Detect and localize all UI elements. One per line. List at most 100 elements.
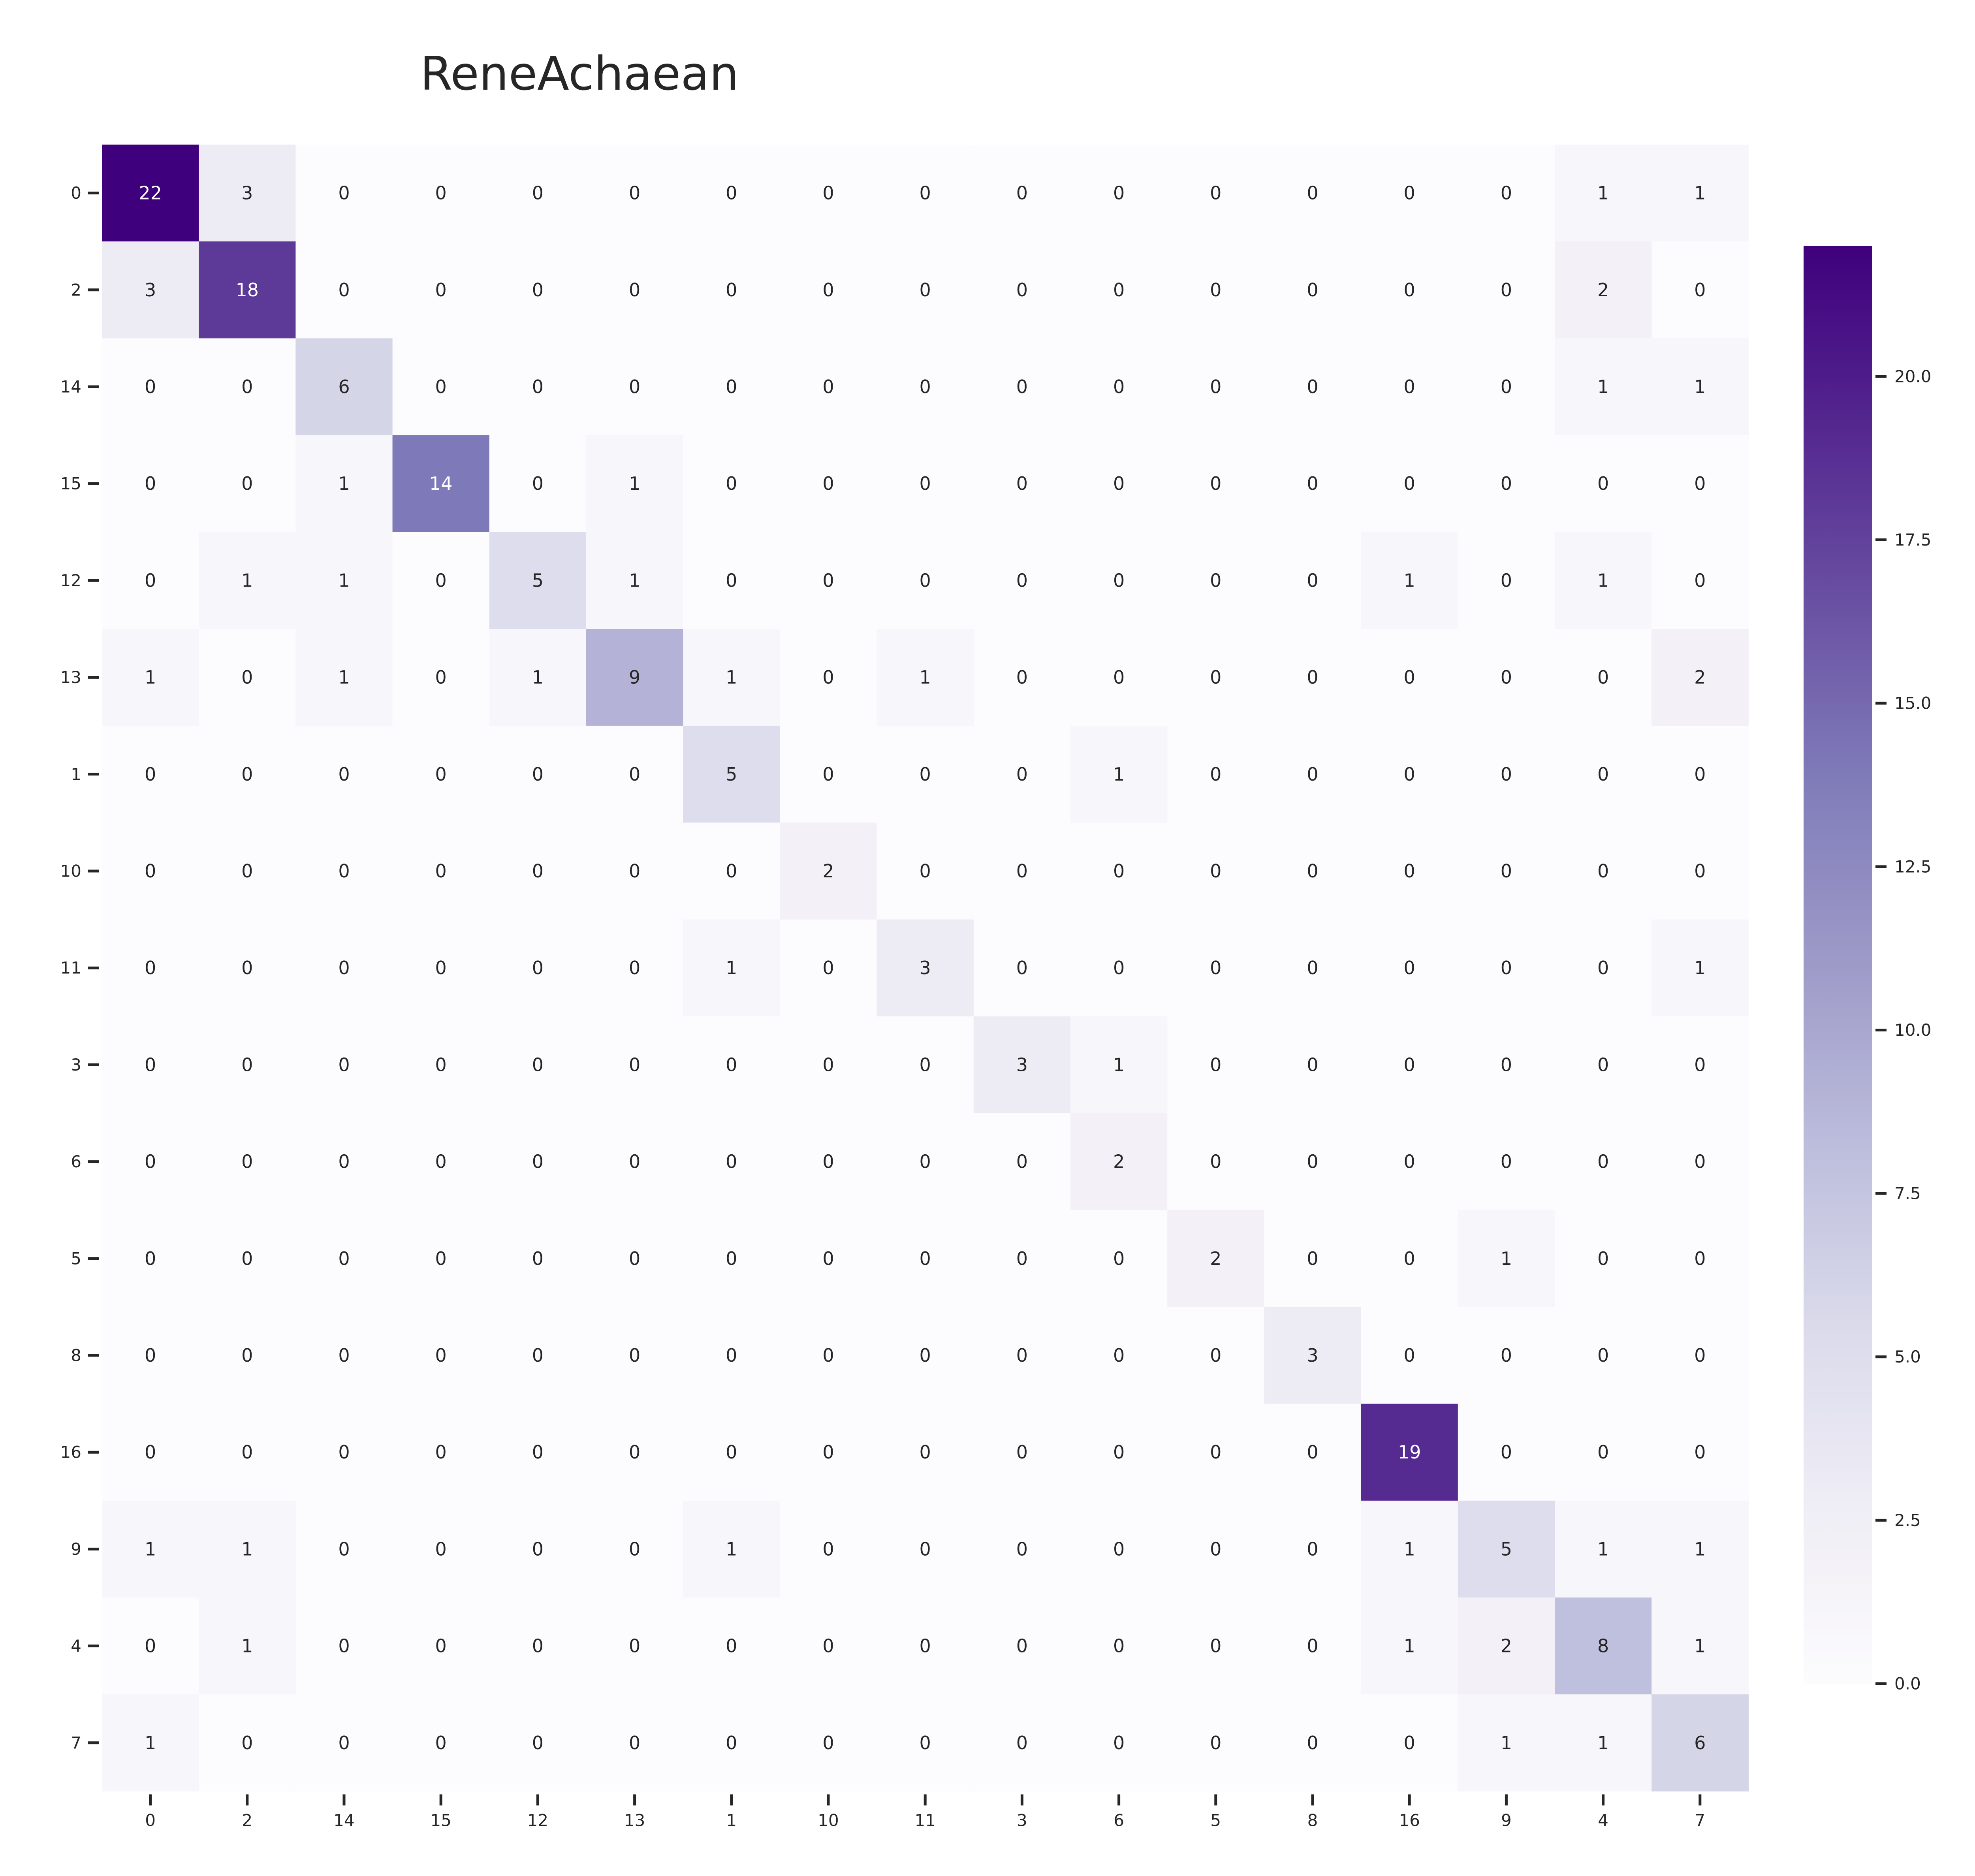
cell-value-label: 0 xyxy=(920,860,931,882)
cell-value-label: 0 xyxy=(822,1345,834,1366)
cell-value-label: 0 xyxy=(1113,279,1125,301)
heatmap-cell xyxy=(1167,629,1264,726)
cell-value-label: 0 xyxy=(629,1248,640,1269)
heatmap-cell xyxy=(780,919,877,1017)
cell-value-label: 0 xyxy=(1307,1054,1318,1075)
cell-value-label: 0 xyxy=(435,1635,447,1657)
cell-value-label: 0 xyxy=(532,1635,544,1657)
cell-value-label: 2 xyxy=(1210,1248,1221,1269)
heatmap-cell xyxy=(489,338,587,436)
heatmap-cell xyxy=(1070,338,1168,436)
cell-value-label: 0 xyxy=(338,1248,350,1269)
heatmap-cell xyxy=(1070,1113,1168,1210)
heatmap-cell xyxy=(1264,1500,1362,1598)
heatmap-cell xyxy=(780,822,877,920)
cell-value-label: 0 xyxy=(1210,183,1221,204)
colorbar-tick-label: 15.0 xyxy=(1894,694,1932,713)
cell-value-label: 0 xyxy=(1307,860,1318,882)
heatmap-cell xyxy=(1555,1694,1652,1791)
heatmap-cell xyxy=(973,1694,1071,1791)
heatmap-cell xyxy=(392,629,490,726)
cell-value-label: 0 xyxy=(1210,570,1221,591)
cell-value-label: 3 xyxy=(241,183,253,204)
heatmap-cell xyxy=(489,1598,587,1695)
cell-value-label: 0 xyxy=(1016,860,1028,882)
cell-value-label: 0 xyxy=(629,279,640,301)
cell-value-label: 1 xyxy=(1597,183,1609,204)
cell-value-label: 1 xyxy=(629,570,640,591)
heatmap-cell xyxy=(1555,435,1652,533)
heatmap-cell xyxy=(877,241,974,339)
heatmap-cell xyxy=(683,1694,780,1791)
y-tick-label: 14 xyxy=(60,377,81,397)
heatmap-cell xyxy=(973,145,1071,242)
heatmap-cell xyxy=(1361,338,1458,436)
cell-value-label: 0 xyxy=(822,1248,834,1269)
heatmap-cell xyxy=(1167,726,1264,823)
heatmap-cell xyxy=(199,241,296,339)
cell-value-label: 0 xyxy=(241,1345,253,1366)
cell-value-label: 0 xyxy=(532,1732,544,1754)
heatmap-cell xyxy=(199,1307,296,1404)
cell-value-label: 0 xyxy=(241,860,253,882)
cell-value-label: 0 xyxy=(1016,1248,1028,1269)
cell-value-label: 2 xyxy=(1501,1635,1512,1657)
heatmap-cell xyxy=(586,1404,683,1501)
cell-value-label: 0 xyxy=(1016,570,1028,591)
cell-value-label: 0 xyxy=(435,1345,447,1366)
cell-value-label: 1 xyxy=(1501,1732,1512,1754)
cell-value-label: 1 xyxy=(145,1732,156,1754)
heatmap-cell xyxy=(199,338,296,436)
cell-value-label: 0 xyxy=(1016,667,1028,688)
cell-value-label: 0 xyxy=(145,860,156,882)
cell-value-label: 0 xyxy=(532,1054,544,1075)
heatmap-cell xyxy=(1651,241,1749,339)
cell-value-label: 0 xyxy=(920,1345,931,1366)
heatmap-cell xyxy=(1070,1598,1168,1695)
cell-value-label: 0 xyxy=(1113,1441,1125,1463)
cell-value-label: 0 xyxy=(1501,764,1512,785)
cell-value-label: 0 xyxy=(1404,957,1415,978)
heatmap-cell xyxy=(392,1016,490,1114)
y-tick-label: 11 xyxy=(60,958,81,978)
cell-value-label: 0 xyxy=(1694,1248,1706,1269)
heatmap-cell xyxy=(489,1500,587,1598)
cell-value-label: 0 xyxy=(822,376,834,397)
cell-value-label: 0 xyxy=(1597,1054,1609,1075)
cell-value-label: 1 xyxy=(1597,376,1609,397)
heatmap-cell xyxy=(1361,822,1458,920)
cell-value-label: 0 xyxy=(1113,1538,1125,1560)
cell-value-label: 0 xyxy=(338,1538,350,1560)
cell-value-label: 1 xyxy=(338,667,350,688)
heatmap-cell xyxy=(1167,1694,1264,1791)
cell-value-label: 0 xyxy=(1307,570,1318,591)
cell-value-label: 0 xyxy=(1016,1151,1028,1172)
cell-value-label: 0 xyxy=(145,957,156,978)
y-tick-label: 1 xyxy=(71,764,81,784)
heatmap-cell xyxy=(1167,1307,1264,1404)
heatmap-cell xyxy=(199,435,296,533)
cell-value-label: 0 xyxy=(1404,1151,1415,1172)
heatmap-cell xyxy=(586,435,683,533)
y-tick-label: 7 xyxy=(71,1733,81,1752)
cell-value-label: 0 xyxy=(822,1054,834,1075)
cell-value-label: 0 xyxy=(241,1732,253,1754)
cell-value-label: 0 xyxy=(1694,860,1706,882)
cell-value-label: 0 xyxy=(822,570,834,591)
heatmap-cell xyxy=(683,435,780,533)
heatmap-cell xyxy=(683,1307,780,1404)
cell-value-label: 0 xyxy=(1307,764,1318,785)
cell-value-label: 1 xyxy=(241,1635,253,1657)
cell-value-label: 0 xyxy=(532,376,544,397)
heatmap-cell xyxy=(489,1210,587,1307)
cell-value-label: 0 xyxy=(532,957,544,978)
heatmap-cell xyxy=(392,241,490,339)
cell-value-label: 0 xyxy=(1113,1635,1125,1657)
cell-value-label: 0 xyxy=(532,183,544,204)
heatmap-cell xyxy=(1361,919,1458,1017)
cell-value-label: 0 xyxy=(822,1538,834,1560)
x-axis: 0 2 14 15 12 13 1 10 11 3 6 5 8 16 9 4 7 xyxy=(145,1794,1705,1830)
cell-value-label: 0 xyxy=(1597,957,1609,978)
heatmap-cell xyxy=(1458,919,1555,1017)
heatmap-cell xyxy=(1458,338,1555,436)
